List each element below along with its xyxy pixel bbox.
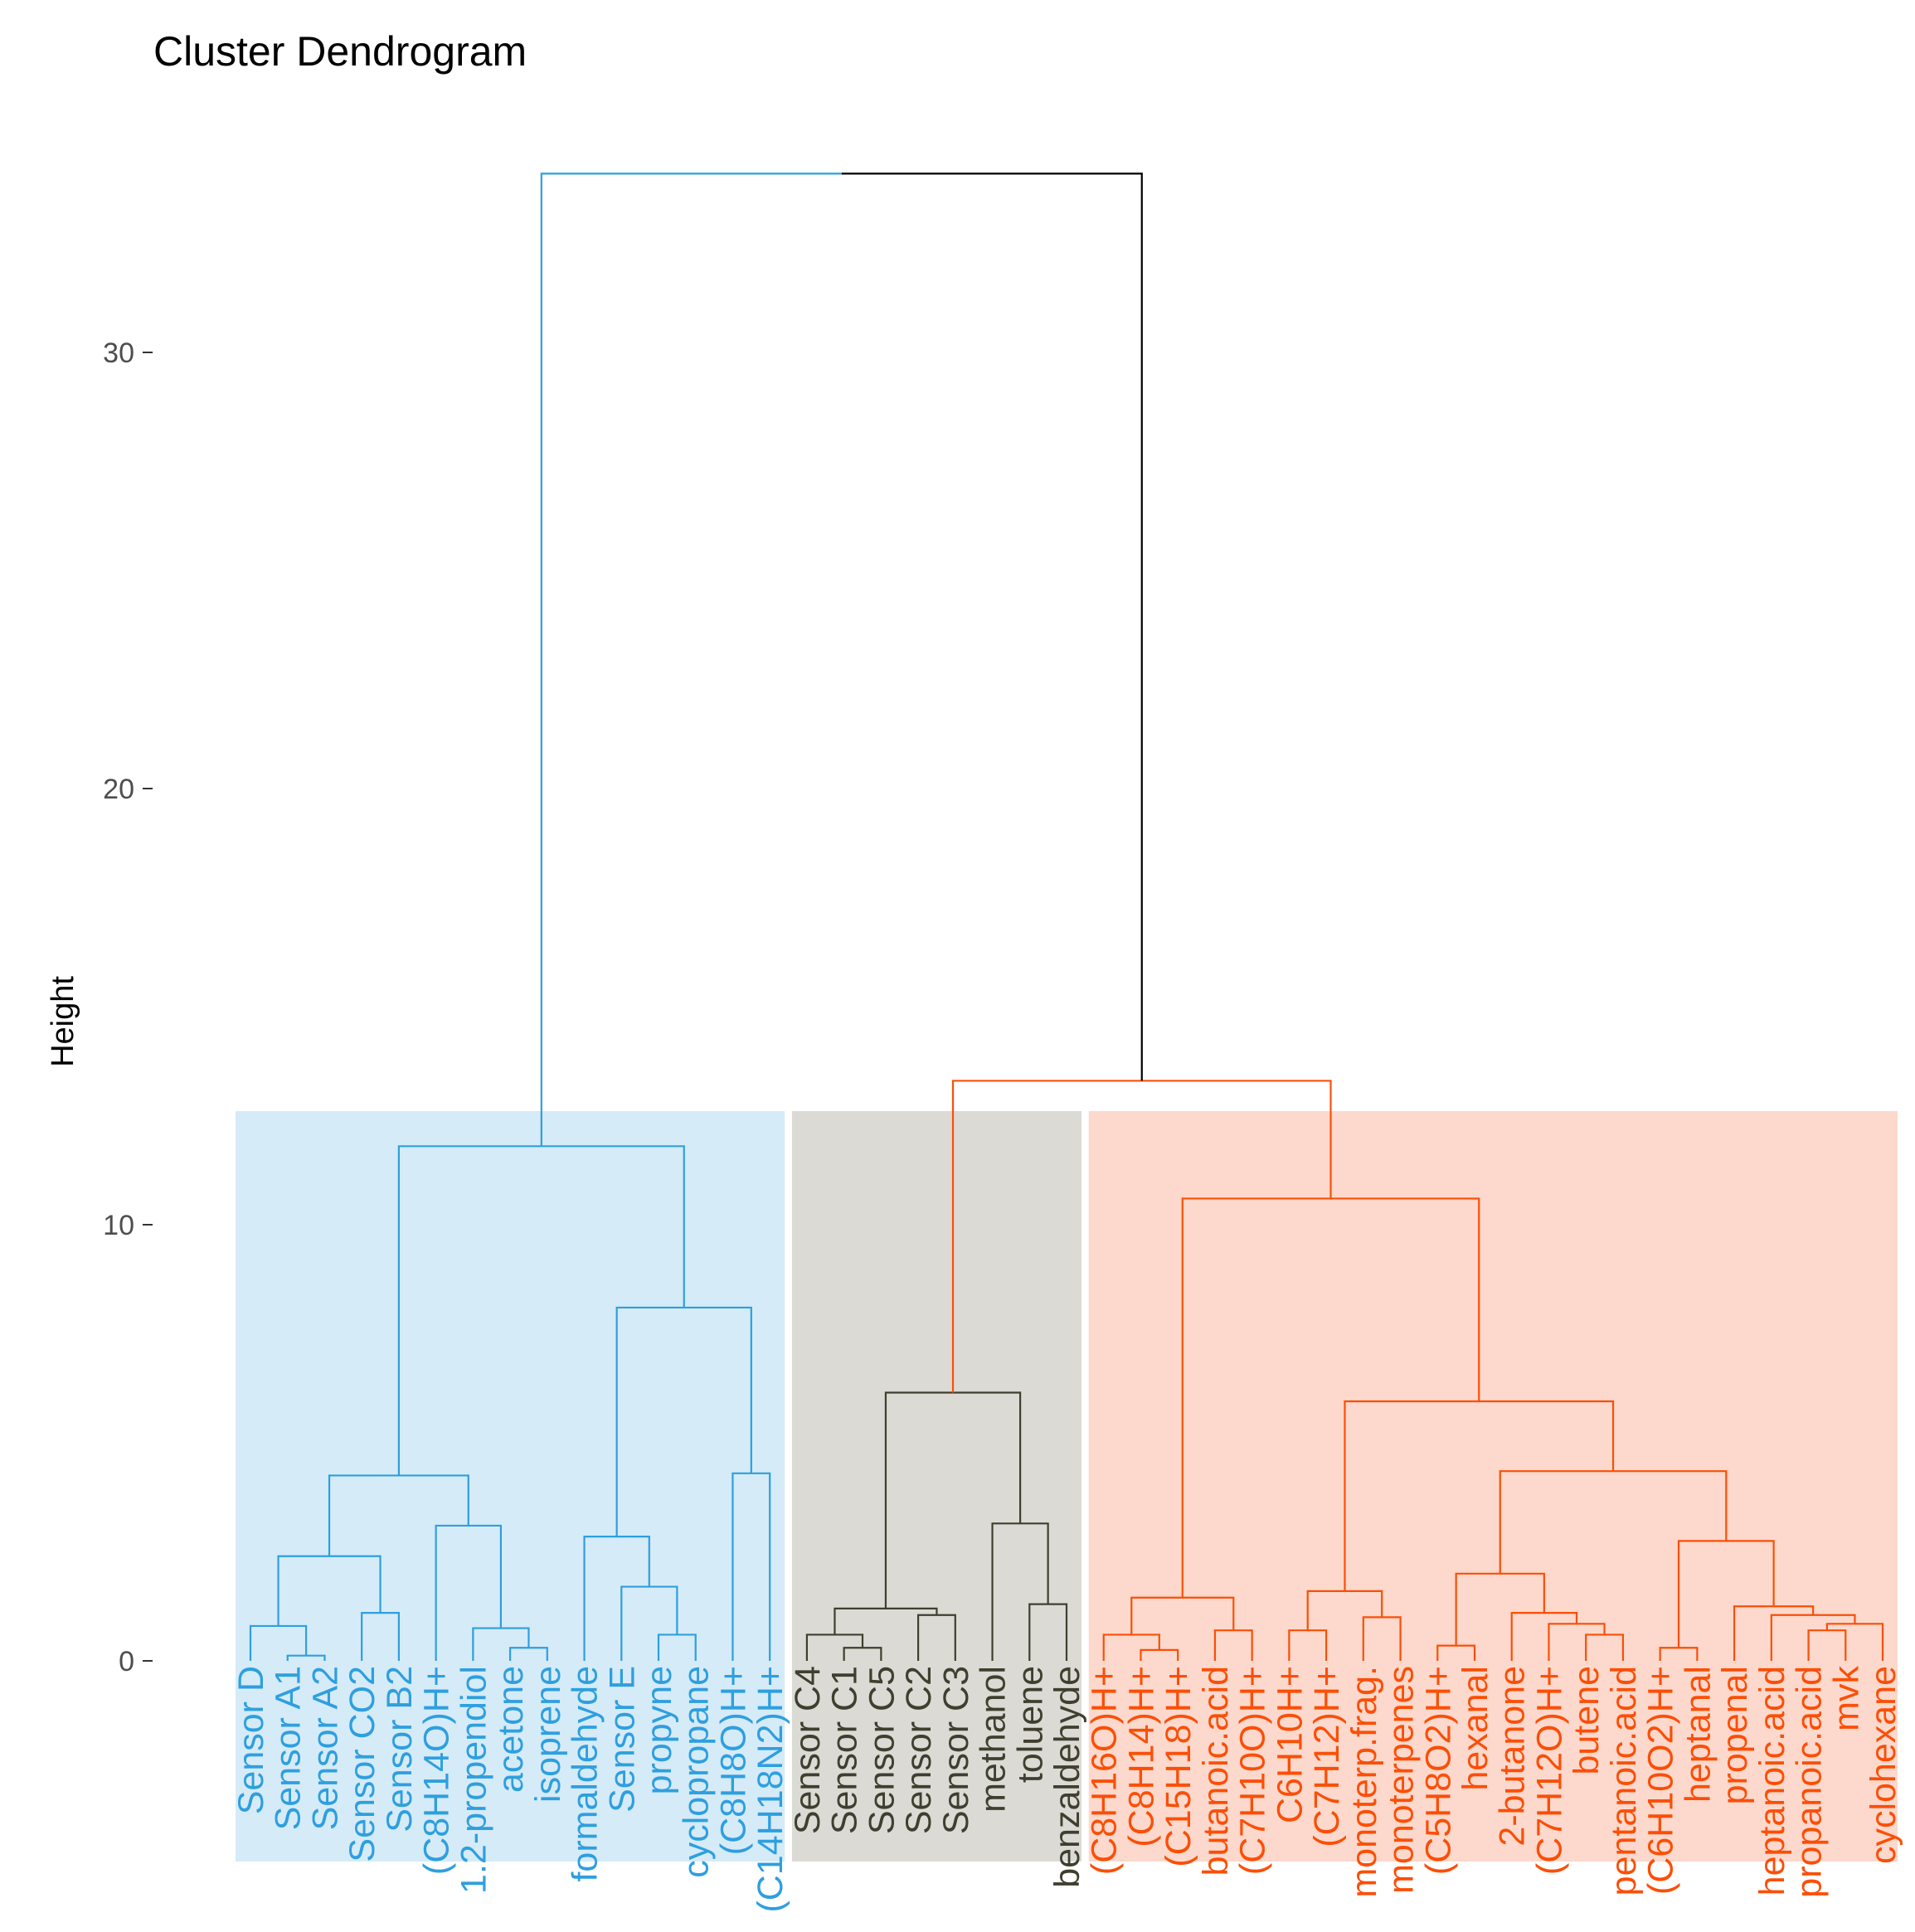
leaf-label-8: acetone [491,1666,531,1793]
leaf-label-33: (C5H8O2)H+ [1418,1666,1458,1875]
cluster-rect-cluster3 [1088,1111,1898,1862]
y-axis-title: Height [46,976,80,1067]
cluster-rectangles [236,1111,1898,1862]
leaf-label-27: butanoic.acid [1196,1666,1236,1876]
leaf-label-34: hexanal [1456,1666,1495,1791]
cluster-rect-cluster2 [791,1111,1081,1862]
leaf-label-38: pentanoic.acid [1604,1666,1644,1896]
leaf-label-2: Sensor A1 [269,1666,309,1830]
leaf-label-26: (C15H18)H+ [1159,1666,1198,1867]
leaf-label-31: monoterp.frag. [1344,1666,1384,1898]
leaf-label-7: 1.2-propendiol [454,1666,493,1894]
leaf-label-29: C6H10H+ [1270,1666,1310,1823]
leaf-label-19: Sensor C2 [899,1666,939,1834]
leaf-label-35: 2-butanone [1493,1666,1533,1847]
leaf-label-25: (C8H14)H+ [1122,1666,1162,1847]
leaf-label-30: (C7H12)H+ [1307,1666,1347,1847]
leaf-label-6: (C8H14O)H+ [417,1666,457,1875]
leaf-label-28: (C7H10O)H+ [1233,1666,1273,1875]
chart-title: Cluster Dendrogram [153,28,527,75]
y-tick-label-10: 10 [103,1210,134,1241]
leaf-label-40: heptanal [1678,1666,1718,1803]
leaf-label-11: Sensor E [602,1666,642,1813]
leaf-label-32: monoterpenes [1382,1666,1422,1894]
leaf-label-13: cyclopropane [677,1666,717,1878]
leaf-label-39: (C6H10O2)H+ [1641,1666,1681,1895]
cluster-rect-cluster1 [236,1111,785,1862]
leaf-label-18: Sensor C5 [862,1666,902,1834]
leaf-label-45: cyclohexane [1864,1666,1903,1864]
leaf-label-1: Sensor D [231,1666,271,1814]
leaf-label-24: (C8H16O)H+ [1085,1666,1125,1875]
leaf-label-15: (C14H18N2)H+ [751,1666,790,1913]
leaf-label-23: benzaldehyde [1047,1666,1087,1888]
leaf-label-41: propenal [1715,1666,1755,1804]
leaf-label-43: propanoic.acid [1790,1666,1830,1898]
leaf-label-4: Sensor CO2 [343,1666,382,1862]
leaf-label-16: Sensor C4 [788,1666,828,1834]
branch-m44-left [540,172,842,1147]
leaf-label-10: formaldehyde [566,1666,605,1882]
leaf-label-20: Sensor C3 [936,1666,976,1834]
leaf-label-37: butene [1567,1666,1606,1775]
leaf-label-36: (C7H12O)H+ [1530,1666,1570,1875]
leaf-label-12: propyne [639,1666,679,1794]
leaf-label-17: Sensor C1 [825,1666,865,1834]
leaf-label-9: isoprene [528,1666,568,1803]
y-tick-label-20: 20 [103,774,134,805]
leaf-label-5: Sensor B2 [380,1666,420,1832]
dendrogram-branches [249,172,1884,1661]
leaf-label-42: heptanoic.acid [1752,1666,1792,1896]
branch-m44-right [841,172,1143,1081]
leaf-label-3: Sensor A2 [306,1666,346,1830]
leaf-label-22: toluene [1010,1666,1050,1783]
y-axis: 0 10 20 30 [103,337,153,1677]
leaf-label-14: (C8H8O)H+ [714,1666,754,1855]
y-tick-label-0: 0 [119,1646,134,1677]
y-tick-label-30: 30 [103,337,134,369]
leaf-label-44: mvk [1826,1666,1866,1731]
leaf-label-21: methanol [974,1666,1013,1813]
